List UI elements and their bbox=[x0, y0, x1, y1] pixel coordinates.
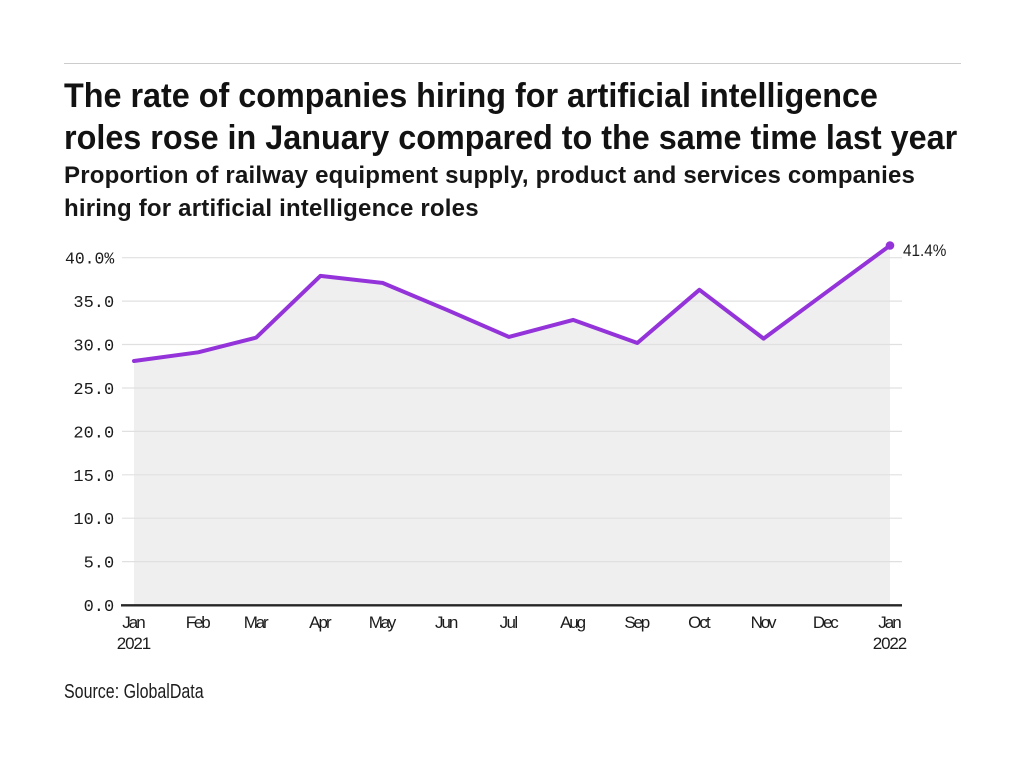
svg-text:Apr: Apr bbox=[309, 613, 332, 632]
svg-text:Oct: Oct bbox=[688, 613, 711, 632]
svg-text:35.0: 35.0 bbox=[73, 294, 114, 313]
svg-text:Jan: Jan bbox=[878, 613, 901, 632]
svg-text:10.0: 10.0 bbox=[73, 511, 114, 530]
svg-text:Aug: Aug bbox=[560, 613, 586, 632]
svg-text:Feb: Feb bbox=[186, 613, 211, 632]
svg-text:Dec: Dec bbox=[813, 613, 839, 632]
svg-text:Mar: Mar bbox=[244, 613, 269, 632]
svg-text:2022: 2022 bbox=[873, 634, 907, 653]
svg-text:Jun: Jun bbox=[435, 613, 458, 632]
svg-text:Nov: Nov bbox=[751, 613, 777, 632]
svg-text:Jul: Jul bbox=[500, 613, 519, 632]
svg-text:30.0: 30.0 bbox=[73, 338, 114, 357]
svg-text:May: May bbox=[369, 613, 397, 632]
svg-text:5.0: 5.0 bbox=[84, 555, 115, 574]
svg-text:15.0: 15.0 bbox=[73, 468, 114, 487]
svg-text:Sep: Sep bbox=[624, 613, 650, 632]
svg-text:0.0: 0.0 bbox=[84, 598, 115, 617]
svg-text:40.0%: 40.0% bbox=[65, 251, 115, 270]
svg-text:41.4%: 41.4% bbox=[903, 241, 946, 260]
svg-text:20.0: 20.0 bbox=[73, 424, 114, 443]
svg-text:Jan: Jan bbox=[122, 613, 145, 632]
svg-text:2021: 2021 bbox=[117, 634, 151, 653]
svg-text:25.0: 25.0 bbox=[73, 381, 114, 400]
